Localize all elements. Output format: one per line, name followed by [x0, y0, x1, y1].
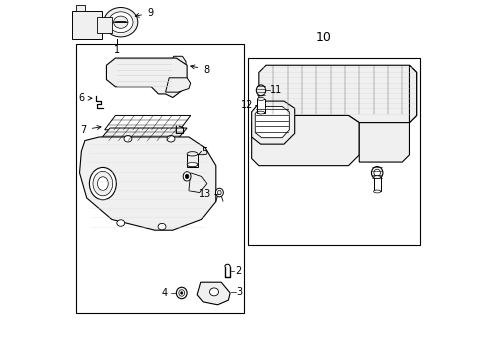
Text: 1: 1: [114, 45, 120, 55]
Ellipse shape: [209, 288, 218, 296]
Text: 2: 2: [235, 266, 241, 276]
Polygon shape: [106, 58, 187, 98]
Bar: [373, 177, 380, 192]
Ellipse shape: [158, 224, 165, 230]
Polygon shape: [258, 65, 416, 123]
Polygon shape: [174, 74, 182, 89]
Ellipse shape: [124, 135, 132, 142]
Bar: [76, 44, 244, 313]
Ellipse shape: [257, 111, 264, 114]
Ellipse shape: [187, 162, 198, 167]
Text: 5: 5: [198, 147, 207, 157]
Ellipse shape: [373, 176, 380, 179]
Ellipse shape: [257, 98, 264, 100]
Ellipse shape: [89, 167, 116, 200]
Polygon shape: [255, 107, 289, 138]
FancyBboxPatch shape: [72, 11, 102, 39]
Ellipse shape: [373, 169, 380, 176]
Ellipse shape: [373, 190, 380, 193]
Ellipse shape: [185, 174, 188, 179]
Bar: [97, 17, 112, 33]
Bar: [76, 5, 85, 12]
Ellipse shape: [217, 190, 221, 195]
Text: 13: 13: [199, 189, 211, 199]
Text: 4: 4: [162, 288, 168, 298]
Polygon shape: [197, 282, 230, 305]
Text: 11: 11: [270, 85, 282, 95]
Polygon shape: [251, 101, 294, 144]
Ellipse shape: [103, 8, 138, 37]
Ellipse shape: [174, 87, 182, 90]
Ellipse shape: [371, 167, 382, 179]
Ellipse shape: [179, 290, 184, 296]
Text: 9: 9: [135, 8, 153, 18]
Ellipse shape: [93, 171, 112, 196]
Polygon shape: [359, 65, 416, 162]
Polygon shape: [188, 173, 206, 193]
Polygon shape: [80, 137, 215, 230]
Ellipse shape: [113, 16, 128, 28]
Ellipse shape: [187, 152, 198, 156]
Text: 7: 7: [81, 125, 101, 135]
Polygon shape: [99, 128, 187, 140]
Ellipse shape: [108, 12, 133, 33]
Ellipse shape: [176, 287, 187, 299]
Text: 8: 8: [190, 64, 209, 75]
Polygon shape: [170, 56, 185, 74]
Ellipse shape: [167, 135, 175, 142]
Bar: [247, 58, 419, 244]
Text: 12: 12: [241, 100, 253, 110]
Ellipse shape: [180, 292, 183, 294]
Ellipse shape: [97, 177, 108, 190]
Ellipse shape: [256, 85, 265, 96]
Polygon shape: [165, 78, 190, 92]
Text: 3: 3: [236, 287, 242, 297]
Text: 6: 6: [79, 93, 92, 103]
Polygon shape: [104, 116, 190, 130]
Text: 10: 10: [315, 31, 331, 44]
Bar: [187, 154, 198, 167]
Polygon shape: [251, 116, 359, 166]
Ellipse shape: [215, 188, 223, 197]
Bar: [257, 99, 264, 113]
Ellipse shape: [183, 172, 191, 181]
Ellipse shape: [117, 220, 124, 226]
